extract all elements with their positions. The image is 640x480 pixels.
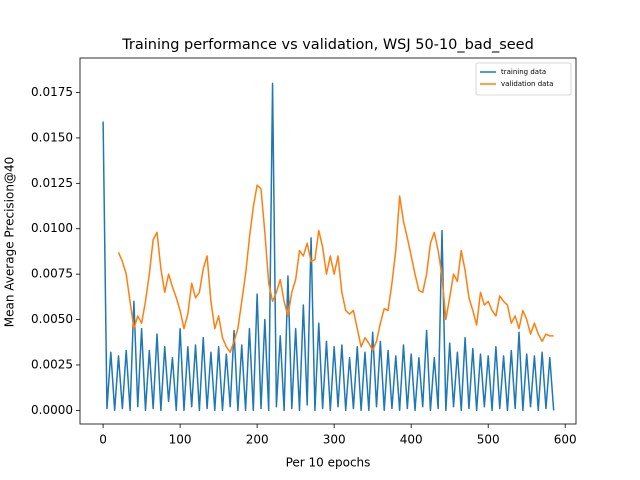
x-tick-label: 200	[246, 433, 269, 447]
y-tick-label: 0.0025	[31, 357, 73, 371]
x-tick-label: 500	[477, 433, 500, 447]
y-axis-label: Mean Average Precision@40	[3, 157, 17, 327]
x-tick-label: 300	[323, 433, 346, 447]
y-tick-label: 0.0100	[31, 221, 73, 235]
y-tick-label: 0.0000	[31, 403, 73, 417]
y-tick-label: 0.0075	[31, 267, 73, 281]
legend: training data validation data	[475, 62, 572, 96]
y-tick-label: 0.0125	[31, 176, 73, 190]
x-tick-label: 100	[169, 433, 192, 447]
plot-frame	[79, 57, 577, 425]
y-tick-label: 0.0150	[31, 130, 73, 144]
y-tick-label: 0.0050	[31, 312, 73, 326]
plot-area: 0.0000 0.0025 0.0050 0.0075 0.0100 0.0125 0.01…	[31, 57, 577, 447]
legend-box	[475, 62, 572, 96]
x-tick-label: 0	[99, 433, 107, 447]
x-tick-label: 600	[554, 433, 577, 447]
legend-label: training data	[501, 68, 546, 76]
data-line	[102, 82, 555, 412]
y-tick-label: 0.0175	[31, 85, 73, 99]
legend-label: validation data	[501, 80, 553, 88]
x-tick-label: 400	[400, 433, 423, 447]
chart-title: Training performance vs validation, WSJ …	[121, 37, 534, 53]
data-line	[117, 184, 554, 353]
x-axis-label: Per 10 epochs	[286, 456, 371, 470]
